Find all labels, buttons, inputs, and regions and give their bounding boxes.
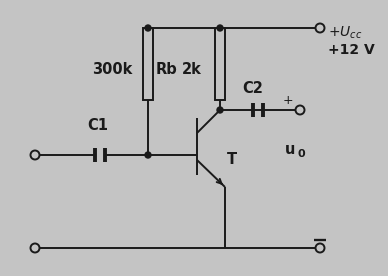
- Text: 2k: 2k: [182, 62, 202, 76]
- Text: 0: 0: [298, 149, 306, 159]
- Circle shape: [145, 25, 151, 31]
- Circle shape: [296, 105, 305, 115]
- Text: +: +: [283, 94, 293, 107]
- Circle shape: [217, 25, 223, 31]
- Circle shape: [145, 152, 151, 158]
- Text: 300k: 300k: [92, 62, 132, 76]
- Circle shape: [315, 243, 324, 253]
- Text: u: u: [285, 142, 295, 158]
- Circle shape: [217, 107, 223, 113]
- Circle shape: [31, 150, 40, 160]
- Text: $+U_{cc}$: $+U_{cc}$: [328, 25, 362, 41]
- Text: Rb: Rb: [156, 62, 178, 76]
- Text: T: T: [227, 153, 237, 168]
- Bar: [215, 28, 225, 100]
- Circle shape: [31, 243, 40, 253]
- Text: C1: C1: [88, 118, 109, 133]
- Circle shape: [315, 23, 324, 33]
- Text: +12 V: +12 V: [328, 43, 375, 57]
- Text: C2: C2: [242, 81, 263, 96]
- Bar: [143, 28, 153, 100]
